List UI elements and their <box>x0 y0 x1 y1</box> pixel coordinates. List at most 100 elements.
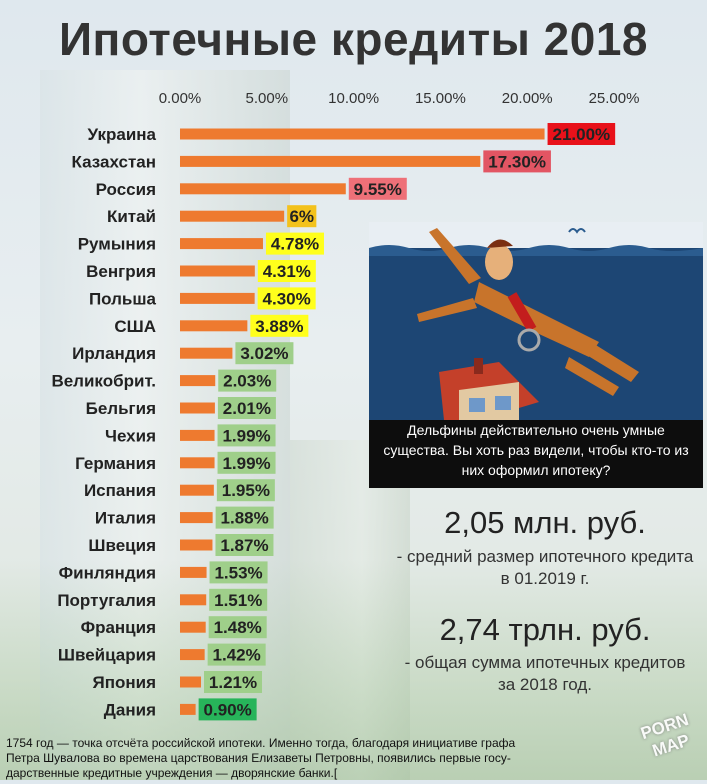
avg-loan-description: - средний размер ипотечного кредита в 01… <box>396 547 694 588</box>
bar <box>180 265 255 277</box>
category-label: Франция <box>81 618 156 637</box>
category-label: Швеция <box>88 536 156 555</box>
data-label: 1.87% <box>220 536 268 555</box>
data-label-box <box>235 342 294 365</box>
data-label: 1.99% <box>222 454 270 473</box>
bar <box>180 457 215 469</box>
bar <box>180 320 248 332</box>
category-label: Ирландия <box>72 344 156 363</box>
footnote: 1754 год — точка отсчёта российской ипот… <box>6 736 516 780</box>
total-loans-description: - общая сумма ипотечных кредитов за 2018… <box>404 653 686 694</box>
data-label-box <box>207 643 266 666</box>
data-label: 1.42% <box>213 646 261 665</box>
data-label: 1.51% <box>214 591 262 610</box>
data-label-box <box>209 561 268 584</box>
bar <box>180 566 207 578</box>
category-label: Великобрит. <box>51 372 156 391</box>
category-label: Португалия <box>57 591 156 610</box>
category-label: Италия <box>95 509 156 528</box>
data-label-box <box>257 287 316 310</box>
data-label-box <box>217 397 276 419</box>
category-label: Швейцария <box>58 646 156 665</box>
x-tick-label: 5.00% <box>246 90 289 107</box>
data-label: 9.55% <box>354 180 402 199</box>
data-label-box <box>265 232 324 255</box>
data-label: 4.30% <box>263 289 311 308</box>
bar <box>180 429 215 441</box>
data-label-box <box>215 506 274 529</box>
data-label: 1.48% <box>214 618 262 637</box>
data-label-box <box>547 123 616 145</box>
avg-loan-value: 2,05 млн. руб. <box>444 505 646 540</box>
category-label: Испания <box>84 481 156 500</box>
data-label: 1.88% <box>221 509 269 528</box>
x-tick-label: 25.00% <box>589 90 640 107</box>
x-tick-label: 15.00% <box>415 90 466 107</box>
data-label-box <box>216 479 275 502</box>
data-label: 2.01% <box>223 399 271 418</box>
category-label: Китай <box>107 207 156 226</box>
category-label: США <box>114 317 156 336</box>
page-title: Ипотечные кредиты 2018 <box>58 13 648 65</box>
data-label-box <box>198 698 257 721</box>
category-label: Украина <box>88 125 157 144</box>
category-label: Польша <box>89 289 157 308</box>
bar <box>180 183 346 195</box>
data-label: 0.90% <box>204 700 252 719</box>
data-label: 1.99% <box>222 426 270 445</box>
category-label: Дания <box>104 700 156 719</box>
data-label-box <box>209 588 268 611</box>
cartoon-panel: Дельфины действительно очень умные сущес… <box>369 222 703 488</box>
bar <box>180 128 545 140</box>
data-label: 6% <box>289 207 314 226</box>
bar <box>180 676 202 688</box>
bar <box>180 238 263 250</box>
house-icon <box>439 358 539 420</box>
bar <box>180 402 215 414</box>
data-label: 4.78% <box>271 235 319 254</box>
category-label: Бельгия <box>86 399 156 418</box>
category-label: Япония <box>92 673 156 692</box>
bar <box>180 347 233 359</box>
bar <box>180 292 255 304</box>
data-label-box <box>218 369 277 392</box>
background-greenery <box>0 560 707 780</box>
data-label-box <box>215 534 274 556</box>
data-label-box <box>483 150 551 173</box>
data-label: 3.02% <box>240 344 288 363</box>
category-label: Финляндия <box>59 563 156 582</box>
total-loans-value: 2,74 трлн. руб. <box>439 612 651 647</box>
category-label: Россия <box>96 180 156 199</box>
bar <box>180 155 481 167</box>
bar <box>180 649 205 661</box>
cartoon-caption: Дельфины действительно очень умные сущес… <box>383 422 689 478</box>
bar <box>180 484 214 496</box>
category-label: Германия <box>75 454 156 473</box>
data-label: 1.53% <box>214 563 262 582</box>
bar <box>180 539 213 551</box>
bar <box>180 703 196 715</box>
category-label: Венгрия <box>86 262 156 281</box>
data-label: 1.21% <box>209 673 257 692</box>
data-label-box <box>348 177 407 200</box>
x-tick-label: 20.00% <box>502 90 553 107</box>
bar <box>180 210 285 222</box>
category-label: Казахстан <box>72 152 156 171</box>
data-label-box <box>204 671 263 693</box>
data-label: 4.31% <box>263 262 311 281</box>
data-label-box <box>250 314 309 337</box>
data-label-box <box>287 205 317 228</box>
category-label: Чехия <box>105 426 156 445</box>
data-label-box <box>257 260 316 282</box>
data-label-box <box>208 616 267 639</box>
bar <box>180 594 207 606</box>
data-label: 1.95% <box>222 481 270 500</box>
bar <box>180 375 216 387</box>
drowning-man-icon <box>417 228 639 396</box>
bar <box>180 621 206 633</box>
data-label: 21.00% <box>553 125 611 144</box>
bar <box>180 512 213 524</box>
category-label: Румыния <box>78 235 156 254</box>
data-label-box <box>217 424 276 447</box>
